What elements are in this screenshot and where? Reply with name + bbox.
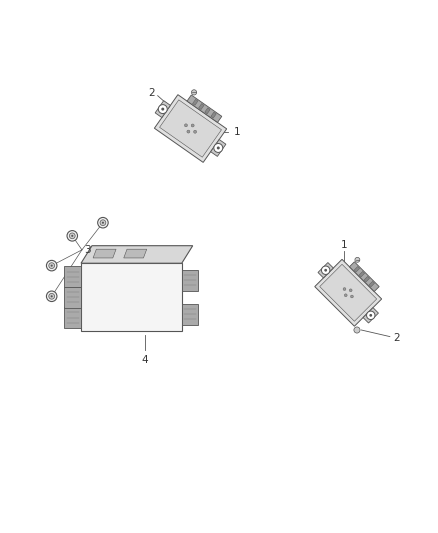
Circle shape: [344, 294, 347, 297]
Circle shape: [69, 233, 75, 239]
Circle shape: [343, 288, 346, 290]
Circle shape: [369, 314, 372, 317]
Text: 1: 1: [340, 240, 347, 251]
Polygon shape: [211, 140, 226, 156]
Circle shape: [158, 104, 167, 114]
Circle shape: [46, 260, 57, 271]
Polygon shape: [205, 108, 210, 114]
Circle shape: [98, 217, 108, 228]
Polygon shape: [81, 246, 193, 263]
Circle shape: [71, 235, 73, 237]
Polygon shape: [315, 260, 381, 326]
Polygon shape: [81, 263, 182, 331]
Polygon shape: [182, 270, 198, 290]
Polygon shape: [182, 304, 198, 325]
Text: 1: 1: [233, 127, 240, 137]
Polygon shape: [193, 99, 198, 106]
Polygon shape: [159, 100, 222, 157]
Polygon shape: [354, 266, 360, 272]
Polygon shape: [124, 249, 147, 258]
Polygon shape: [155, 101, 170, 118]
Polygon shape: [364, 277, 370, 282]
Circle shape: [324, 269, 327, 272]
Circle shape: [51, 264, 53, 266]
Polygon shape: [64, 266, 81, 287]
Polygon shape: [187, 95, 222, 123]
Circle shape: [184, 124, 187, 127]
Polygon shape: [350, 262, 379, 292]
Circle shape: [161, 108, 164, 110]
Polygon shape: [363, 308, 378, 323]
Circle shape: [187, 130, 190, 133]
Polygon shape: [211, 112, 216, 118]
Circle shape: [350, 295, 353, 298]
Circle shape: [49, 263, 55, 269]
Text: 2: 2: [148, 87, 155, 98]
Circle shape: [46, 291, 57, 302]
Polygon shape: [64, 287, 81, 308]
Circle shape: [49, 293, 55, 299]
Text: 4: 4: [141, 355, 148, 365]
Text: 2: 2: [393, 333, 400, 343]
Text: 3: 3: [84, 245, 91, 255]
Polygon shape: [359, 271, 364, 277]
Polygon shape: [199, 103, 204, 110]
Polygon shape: [320, 264, 377, 321]
Circle shape: [194, 130, 197, 133]
Circle shape: [191, 90, 197, 95]
Circle shape: [191, 124, 194, 127]
Circle shape: [217, 147, 220, 149]
Circle shape: [355, 257, 360, 262]
Circle shape: [67, 231, 78, 241]
Polygon shape: [369, 281, 374, 287]
Polygon shape: [318, 263, 333, 278]
Circle shape: [214, 143, 223, 152]
Circle shape: [354, 327, 360, 333]
Circle shape: [367, 311, 375, 319]
Circle shape: [102, 222, 104, 224]
Circle shape: [51, 295, 53, 297]
Circle shape: [349, 289, 352, 292]
Circle shape: [321, 266, 330, 274]
Circle shape: [100, 220, 106, 225]
Polygon shape: [154, 95, 227, 163]
Polygon shape: [93, 249, 116, 258]
Polygon shape: [64, 307, 81, 328]
